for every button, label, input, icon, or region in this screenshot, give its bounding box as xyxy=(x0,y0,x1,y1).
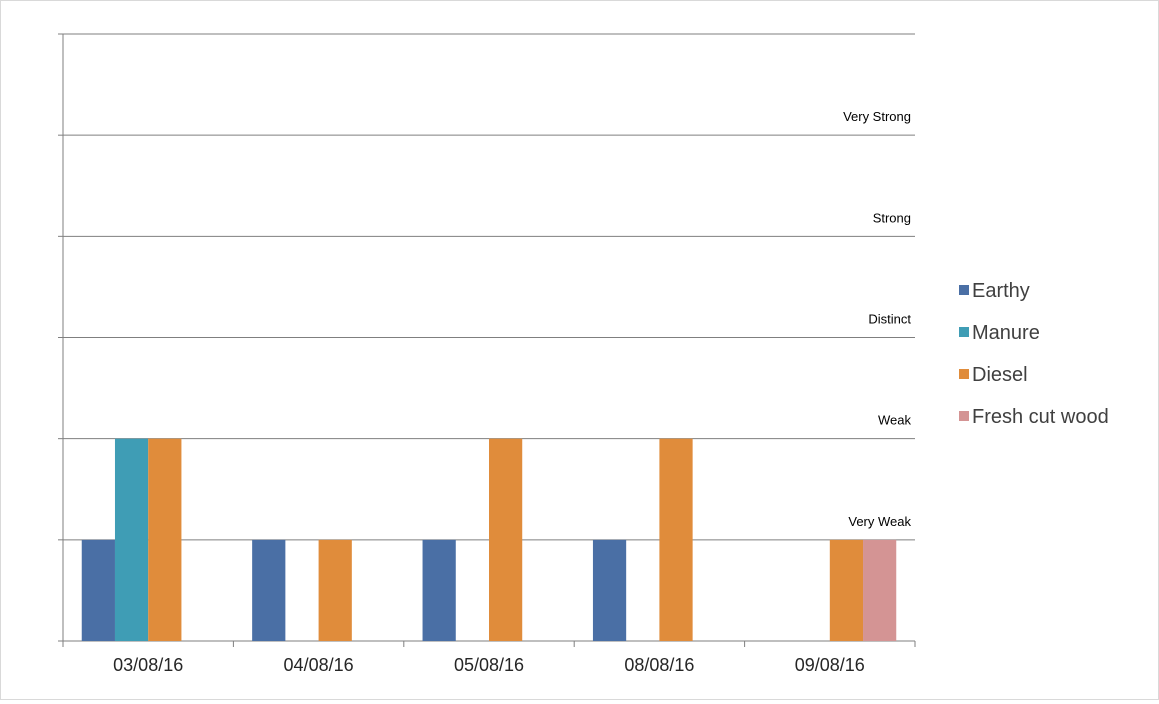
intensity-label-very-weak: Very Weak xyxy=(848,514,911,529)
bars xyxy=(81,438,897,641)
bar-diesel-4 xyxy=(829,539,864,641)
intensity-label-distinct: Distinct xyxy=(868,312,911,327)
x-tick-labels: 03/08/16 04/08/16 05/08/16 08/08/16 09/08/16 xyxy=(113,655,865,675)
legend-swatch-manure xyxy=(959,327,969,337)
bar-fresh-cut-wood-4 xyxy=(863,539,897,641)
bar-earthy-0 xyxy=(81,539,115,641)
legend-swatch-earthy xyxy=(959,285,969,295)
intensity-label-strong: Strong xyxy=(873,210,911,225)
intensity-label-weak: Weak xyxy=(878,413,911,428)
intensity-label-very-strong: Very Strong xyxy=(843,109,911,124)
legend-label-manure: Manure xyxy=(972,322,1040,344)
bar-earthy-3 xyxy=(592,539,627,641)
legend-swatch-fresh-cut-wood xyxy=(959,411,969,421)
x-tick-label: 04/08/16 xyxy=(284,655,354,675)
gridlines xyxy=(63,33,915,541)
axes xyxy=(58,33,916,647)
legend-label-earthy: Earthy xyxy=(972,280,1030,302)
x-tick-label: 08/08/16 xyxy=(624,655,694,675)
legend-label-diesel: Diesel xyxy=(972,364,1028,386)
x-tick-label: 05/08/16 xyxy=(454,655,524,675)
bar-earthy-2 xyxy=(422,539,456,641)
bar-diesel-3 xyxy=(659,438,693,641)
legend-swatch-diesel xyxy=(959,369,969,379)
bar-manure-0 xyxy=(114,438,149,641)
legend-label-fresh-cut-wood: Fresh cut wood xyxy=(972,406,1109,428)
x-tick-label: 03/08/16 xyxy=(113,655,183,675)
legend: Earthy Manure Diesel Fresh cut wood xyxy=(959,280,1109,428)
bar-earthy-1 xyxy=(252,539,286,641)
intensity-labels: Very Weak Weak Distinct Strong Very Strong xyxy=(843,109,911,529)
bar-diesel-1 xyxy=(318,539,352,641)
bar-diesel-2 xyxy=(489,438,523,641)
x-tick-label: 09/08/16 xyxy=(795,655,865,675)
bar-diesel-0 xyxy=(148,438,182,641)
